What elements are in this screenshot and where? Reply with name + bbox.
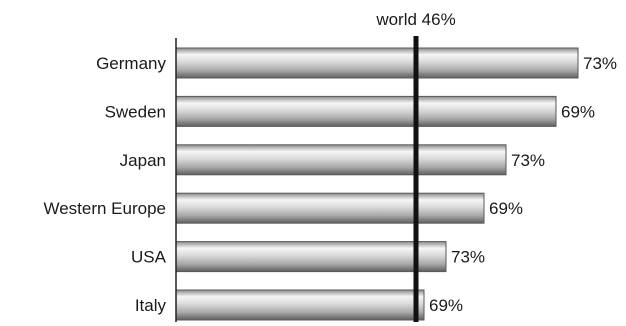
value-label-usa: 73%: [451, 248, 485, 267]
category-label-sweden: Sweden: [105, 102, 166, 121]
category-label-western-europe: Western Europe: [43, 199, 166, 218]
bar-germany: [175, 47, 579, 79]
category-label-usa: USA: [131, 248, 167, 267]
value-label-germany: 73%: [583, 54, 617, 73]
value-label-sweden: 69%: [561, 102, 595, 121]
world-reference-label: world 46%: [375, 10, 455, 29]
bar-sweden: [175, 95, 557, 127]
bar-western-europe: [175, 192, 485, 224]
labels-group: Germany 73% Sweden 69% Japan 73% Western Europ…: [43, 54, 617, 315]
bar-italy: [175, 289, 425, 321]
bar-usa: [175, 241, 447, 273]
category-label-japan: Japan: [120, 151, 166, 170]
bar-japan: [175, 144, 507, 176]
value-label-japan: 73%: [511, 151, 545, 170]
category-label-italy: Italy: [135, 296, 167, 315]
value-label-italy: 69%: [429, 296, 463, 315]
category-label-germany: Germany: [96, 54, 166, 73]
bars-group: [175, 47, 579, 321]
value-label-western-europe: 69%: [489, 199, 523, 218]
